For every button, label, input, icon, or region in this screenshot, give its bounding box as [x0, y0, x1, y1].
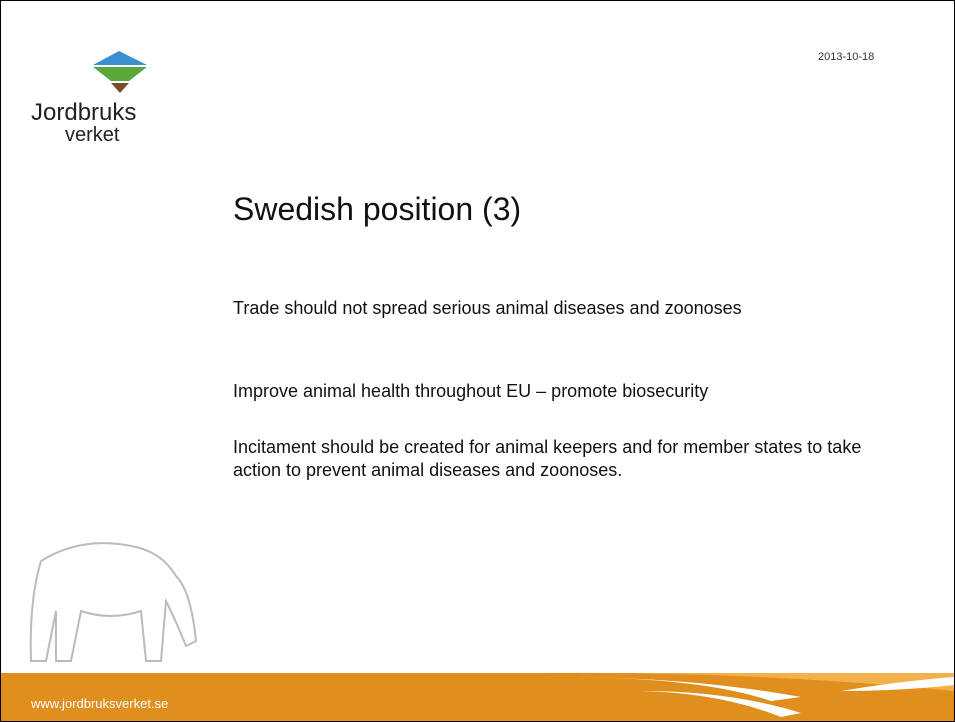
logo-text: verket — [65, 125, 119, 145]
bullet: Improve animal health throughout EU – pr… — [233, 380, 873, 403]
slide: Jordbruks verket 2013-10-18 Swedish posi… — [0, 0, 955, 722]
date: 2013-10-18 — [818, 51, 874, 63]
decor — [1, 1, 954, 721]
slide-title: Swedish position (3) — [233, 191, 521, 228]
footer-url: www.jordbruksverket.se — [31, 696, 168, 711]
bullet: Trade should not spread serious animal d… — [233, 297, 873, 320]
bullet: Incitament should be created for animal … — [233, 436, 873, 482]
logo-text: Jordbruks — [31, 99, 136, 127]
